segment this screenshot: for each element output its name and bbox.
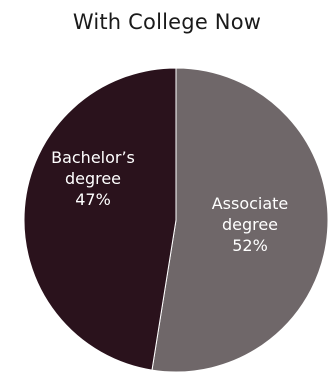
- slice-value-label: 52%: [232, 236, 268, 255]
- pie-slice-associate-degree: [151, 67, 329, 373]
- slice-name-line: degree: [65, 169, 121, 188]
- pie-slices: [23, 67, 329, 373]
- slice-name-line: degree: [222, 215, 278, 234]
- pie-labels: Associate degree 52% Bachelor’s degree 47%: [51, 148, 288, 255]
- slice-label-bachelor-s-degree: Bachelor’s degree 47%: [51, 148, 135, 209]
- chart-title: With College Now: [72, 10, 262, 34]
- slice-name-line: Associate: [212, 194, 289, 213]
- slice-name-line: Bachelor’s: [51, 148, 135, 167]
- slice-label-associate-degree: Associate degree 52%: [212, 194, 289, 255]
- slice-value-label: 47%: [75, 190, 111, 209]
- pie-slice-bachelor-s-degree: [23, 67, 177, 371]
